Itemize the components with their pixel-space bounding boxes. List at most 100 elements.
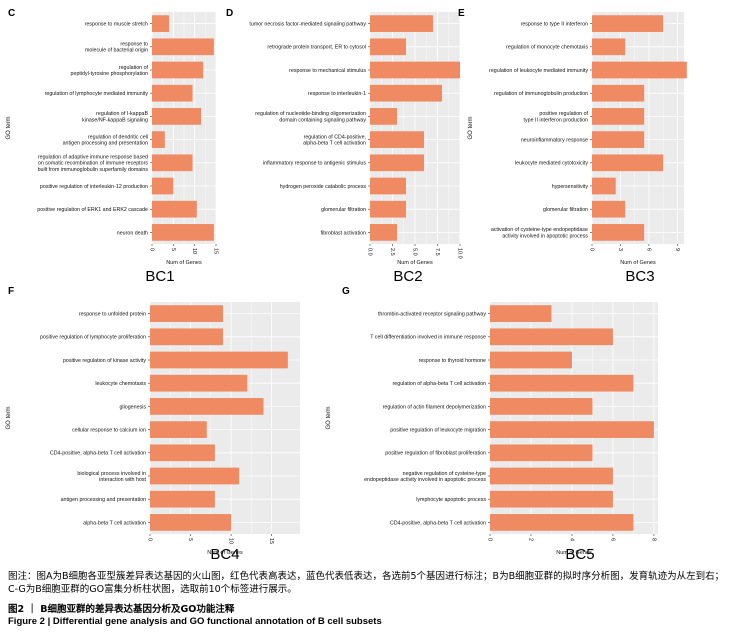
x-tick-label: 10: [191, 248, 197, 254]
category-label: alpha-beta T cell activation: [83, 520, 146, 526]
bar: [150, 514, 232, 531]
bar: [490, 514, 634, 531]
category-label: positive regulation of fibroblast prolif…: [385, 451, 486, 457]
bar: [150, 305, 223, 322]
figure-title-cn: 图2 ｜ B细胞亚群的差异表达基因分析及GO功能注释: [8, 604, 235, 615]
category-label: leukocyte chemotaxis: [95, 381, 146, 387]
category-label: cellular response to calcium ion: [72, 427, 146, 433]
panel-letter: F: [8, 286, 15, 297]
category-label: neuron death: [117, 230, 148, 236]
bar: [152, 177, 174, 195]
bar: [370, 15, 433, 32]
x-axis-title: Num of Genes: [620, 260, 656, 266]
bar: [370, 108, 397, 125]
bar-chart: response to type II interferon regulation…: [468, 12, 687, 266]
category-label: tumor necrosis factor-mediated signaling…: [249, 21, 366, 27]
x-tick-label: 4: [568, 538, 574, 541]
cluster-label: BC3: [625, 268, 655, 285]
category-label: activation of cysteine-type endopeptidas…: [491, 227, 588, 233]
category-label: response to: [120, 42, 148, 48]
category-label: molecule of bacterial origin: [85, 48, 148, 54]
category-label: leukocyte mediated cytotoxicity: [515, 161, 588, 167]
category-label: peptidyl-tyrosine phosphorylation: [71, 71, 148, 77]
category-label: regulation of immunoglobulin production: [494, 91, 588, 97]
x-tick-label: 3: [617, 248, 623, 251]
category-label: positive regulation of lymphocyte prolif…: [40, 335, 146, 341]
category-label: thrombin-activated receptor signaling pa…: [378, 311, 486, 317]
category-label: T cell differentiation involved in immun…: [370, 335, 486, 341]
category-label: inflammatory response to antigenic stimu…: [263, 161, 366, 167]
category-label: regulation of CD4-positive,: [304, 134, 366, 140]
x-tick-label: 5: [187, 538, 193, 541]
category-label: positive regulation of kinase activity: [63, 358, 146, 364]
panel-letter: E: [458, 8, 465, 19]
panel-g: G BC5 thrombin-activated receptor signalin…: [318, 284, 738, 564]
x-tick-label: 0: [487, 538, 493, 541]
category-label: antigen processing and presentation: [61, 497, 146, 503]
y-axis-title: GO term: [6, 406, 12, 429]
figure-title-en: Figure 2 | Differential gene analysis an…: [8, 616, 382, 627]
x-tick-label: 5: [170, 248, 176, 251]
category-label: positive regulation of interleukin-12 pr…: [40, 184, 148, 190]
category-label: hydrogen peroxide catabolic process: [280, 184, 367, 190]
category-label: type II interferon production: [524, 117, 589, 123]
bar: [370, 224, 397, 241]
bar: [150, 374, 248, 392]
x-tick-label: 7.5: [434, 248, 440, 256]
bar-chart: response to muscle stretch response tomol…: [6, 12, 219, 266]
bar: [370, 131, 424, 148]
bar: [152, 61, 204, 79]
cluster-label: BC4: [210, 546, 240, 563]
x-tick-label: 6: [645, 248, 651, 251]
bar: [150, 467, 240, 485]
bar: [490, 328, 613, 346]
category-label: neuroinflammatory response: [521, 137, 588, 143]
category-label: glomerular filtration: [543, 207, 588, 213]
bar: [490, 374, 634, 392]
bar: [490, 490, 613, 508]
bar: [150, 421, 207, 438]
y-axis-title: GO term: [326, 406, 332, 429]
category-label: hypersensitivity: [552, 184, 589, 190]
panel-letter: D: [226, 8, 234, 19]
category-label: response to unfolded protein: [79, 311, 146, 317]
bar: [490, 398, 593, 415]
x-tick-label: 0: [147, 538, 153, 541]
x-tick-label: 8: [650, 538, 656, 541]
bar: [370, 38, 406, 56]
x-axis-title: Num of Genes: [556, 550, 592, 556]
bar: [592, 200, 626, 218]
bar: [592, 131, 645, 148]
panel-letter: G: [342, 286, 350, 297]
x-tick-label: 15: [213, 248, 219, 254]
x-tick-label: 10.0: [457, 248, 463, 259]
bar: [490, 421, 654, 438]
bar: [152, 131, 165, 148]
category-label: regulation of: [119, 65, 149, 71]
x-tick-label: 2.5: [389, 248, 395, 256]
category-label: kinase/NF-kappaB signaling: [82, 117, 148, 123]
category-label: alpha-beta T cell activation: [303, 141, 366, 147]
category-label: CD4-positive, alpha-beta T cell activati…: [390, 520, 486, 526]
bar: [150, 328, 223, 346]
bar: [592, 177, 616, 195]
bar-chart: thrombin-activated receptor signaling pa…: [326, 302, 658, 556]
bar: [152, 84, 193, 102]
bar: [370, 84, 442, 102]
category-label: regulation of nucleotide-binding oligome…: [255, 111, 366, 117]
bar: [150, 444, 215, 462]
x-tick-label: 6: [609, 538, 615, 541]
bar: [150, 398, 264, 415]
x-axis-title: Num of Genes: [166, 260, 202, 266]
category-label: lymphocyte apoptotic process: [416, 497, 486, 503]
x-axis-title: Num of Genes: [207, 550, 243, 556]
category-label: domain containing signaling pathway: [279, 117, 366, 123]
category-label: regulation of dendritic cell: [88, 134, 148, 140]
bar: [370, 61, 460, 79]
bar: [370, 200, 406, 218]
bar: [592, 38, 626, 56]
category-label: response to interleukin-1: [308, 91, 366, 97]
bar: [490, 351, 572, 369]
x-tick-label: 15: [268, 538, 274, 544]
category-label: regulation of adaptive immune response b…: [38, 155, 148, 161]
